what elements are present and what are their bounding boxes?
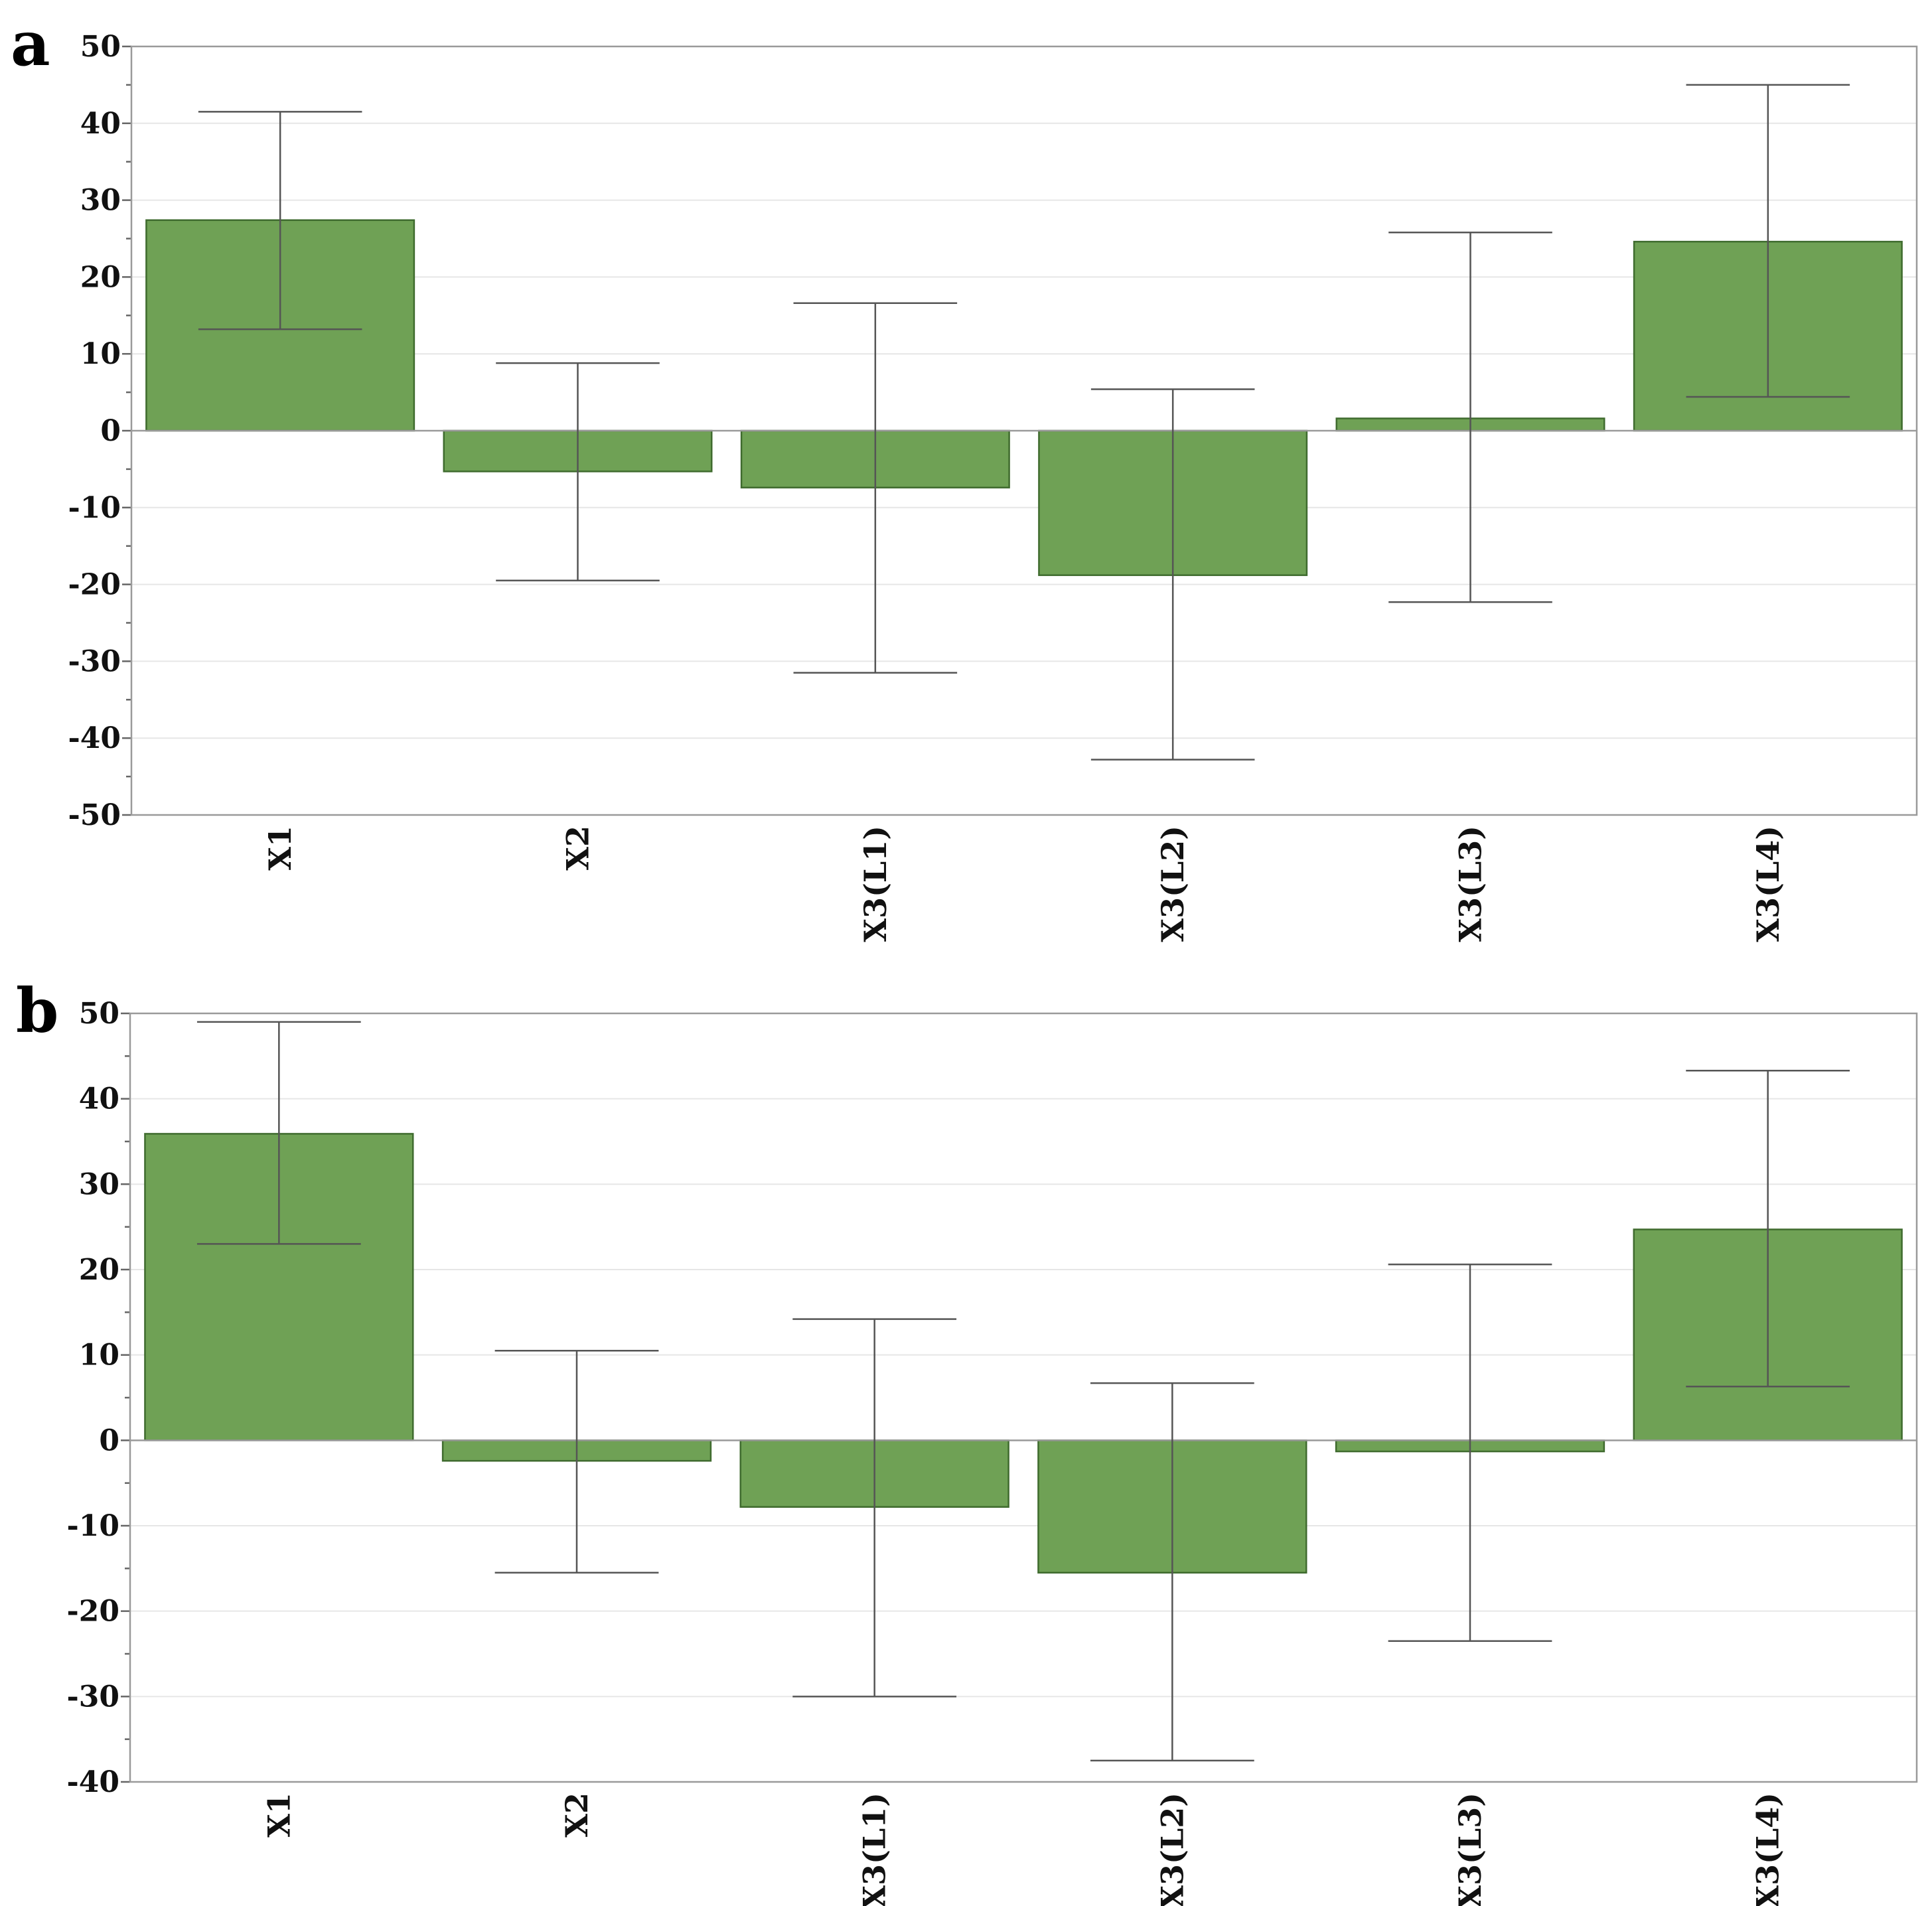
x-tick-label-a-0: X1 bbox=[262, 826, 298, 871]
x-tick-label-b-5: X3(L4) bbox=[1750, 1793, 1786, 1906]
x-tick-label-a-4: X3(L3) bbox=[1453, 826, 1489, 942]
y-tick-label-b-0: -40 bbox=[67, 1765, 120, 1799]
chart-panel-b: b -40 -30 -20 -10 0 10 20 30 40 50 X1 X2 X3(L1) X3(L2… bbox=[16, 975, 1918, 1906]
y-tick-label-b-8: 40 bbox=[79, 1082, 119, 1116]
y-tick-label-a-10: 50 bbox=[80, 30, 121, 64]
x-tick-label-b-4: X3(L3) bbox=[1452, 1793, 1488, 1906]
y-tick-label-b-2: -20 bbox=[67, 1595, 120, 1629]
y-tick-label-b-3: -10 bbox=[67, 1509, 120, 1543]
y-tick-label-b-4: 0 bbox=[99, 1424, 119, 1457]
panel-letter-b: b bbox=[16, 975, 58, 1047]
y-tick-label-b-1: -30 bbox=[67, 1680, 120, 1714]
panel-letter-a: a bbox=[11, 8, 50, 80]
y-tick-label-a-8: 30 bbox=[80, 184, 121, 218]
x-tick-label-a-3: X3(L2) bbox=[1155, 826, 1191, 942]
y-tick-label-a-7: 20 bbox=[80, 260, 121, 294]
y-tick-label-a-6: 10 bbox=[80, 337, 121, 371]
x-tick-label-b-2: X3(L1) bbox=[857, 1793, 893, 1906]
x-tick-label-a-2: X3(L1) bbox=[857, 826, 893, 942]
x-tick-label-b-0: X1 bbox=[261, 1793, 297, 1838]
x-tick-label-b-1: X2 bbox=[559, 1793, 595, 1838]
plot-frame-b bbox=[129, 1012, 1918, 1783]
y-tick-label-b-9: 50 bbox=[79, 997, 119, 1031]
y-tick-label-a-2: -30 bbox=[68, 644, 121, 678]
x-tick-label-a-5: X3(L4) bbox=[1750, 826, 1786, 942]
y-tick-label-b-7: 30 bbox=[79, 1167, 119, 1201]
y-tick-label-a-0: -50 bbox=[68, 798, 121, 832]
y-tick-label-a-3: -20 bbox=[68, 568, 121, 602]
y-tick-label-a-9: 40 bbox=[80, 107, 121, 141]
y-tick-label-b-6: 20 bbox=[79, 1253, 119, 1287]
x-tick-label-b-3: X3(L2) bbox=[1154, 1793, 1190, 1906]
y-tick-label-a-4: -10 bbox=[68, 491, 121, 525]
y-tick-label-b-5: 10 bbox=[79, 1339, 119, 1372]
plot-frame-a bbox=[130, 45, 1918, 816]
x-tick-label-a-1: X2 bbox=[560, 826, 596, 871]
chart-panel-a: a -50 -40 -30 -20 -10 0 10 20 30 40 50 X1 X2 X3(L1) X3… bbox=[11, 8, 1918, 942]
y-tick-label-a-5: 0 bbox=[100, 414, 121, 448]
y-tick-label-a-1: -40 bbox=[68, 721, 121, 755]
